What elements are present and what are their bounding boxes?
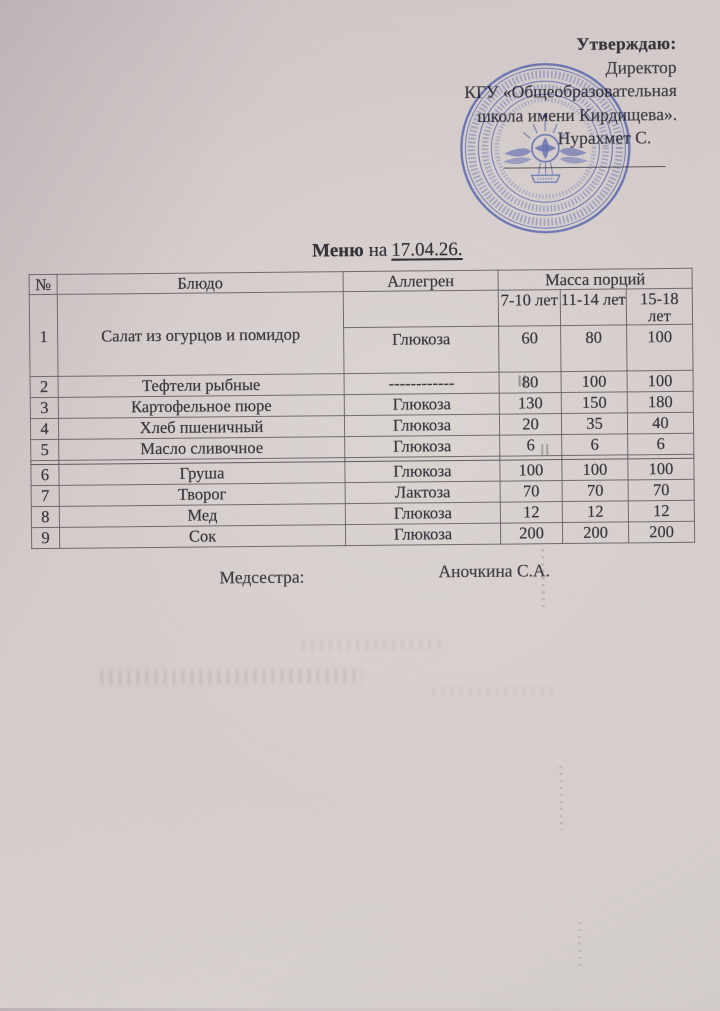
cell-num: 4 <box>30 418 58 439</box>
cell-mass: 70 <box>562 480 628 502</box>
cell-allergen: Глюкоза <box>344 414 499 436</box>
cell-mass: 70 <box>628 479 694 501</box>
cell-dish: Сок <box>59 525 345 549</box>
cell-mass: 40 <box>627 412 693 434</box>
approval-line: Утверждаю: <box>366 32 676 58</box>
nurse-name: Аночкина С.А. <box>438 560 550 582</box>
cell-allergen: Глюкоза <box>345 502 500 524</box>
scan-artifact <box>100 668 362 686</box>
cell-mass: 200 <box>562 522 628 544</box>
scan-artifact <box>433 686 553 696</box>
scan-artifact <box>578 922 581 968</box>
nurse-label: Медсестра: <box>219 567 304 589</box>
cell-allergen-empty <box>343 290 498 327</box>
cell-mass: 100 <box>561 371 627 393</box>
menu-table: № Блюдо Аллегрен Масса порций 1 Салат из… <box>29 268 696 549</box>
cell-num: 5 <box>31 439 59 460</box>
cell-dish: Картофельное пюре <box>58 395 344 419</box>
cell-allergen: Глюкоза <box>344 326 499 373</box>
cell-mass: 20 <box>499 414 561 436</box>
title-preposition: на <box>369 240 388 261</box>
official-seal-stamp-icon <box>455 57 637 239</box>
cell-mass: 35 <box>561 413 627 435</box>
cell-mass: 60 <box>499 326 561 373</box>
cell-dish: Салат из огурцов и помидор <box>57 292 344 377</box>
cell-num: 1 <box>29 294 58 376</box>
cell-mass: 6 <box>628 433 694 455</box>
cell-num: 2 <box>30 376 58 397</box>
cell-num: 3 <box>30 397 58 418</box>
cell-mass: 70 <box>500 481 562 503</box>
header-age-group: 15-18 лет <box>626 288 692 325</box>
cell-mass: 100 <box>627 370 693 392</box>
cell-mass: 6 <box>500 435 562 457</box>
cell-dish: Тефтели рыбные <box>58 374 344 398</box>
title-menu-word: Меню <box>312 240 364 261</box>
cell-allergen: Глюкоза <box>345 523 500 545</box>
cell-mass: 180 <box>627 391 693 413</box>
cell-num: 6 <box>31 464 59 485</box>
cell-dish: Груша <box>59 462 345 486</box>
cell-mass: 100 <box>628 458 694 480</box>
cell-allergen: Глюкоза <box>345 435 500 457</box>
header-age-group: 11-14 лет <box>560 289 626 326</box>
cell-allergen: ------------ <box>344 372 499 394</box>
cell-allergen: Лактоза <box>345 481 500 503</box>
cell-dish: Масло сливочное <box>59 437 345 461</box>
cell-dish: Хлеб пшеничный <box>58 416 344 440</box>
cell-dish: Мед <box>59 504 345 528</box>
cell-num: 8 <box>31 506 59 527</box>
cell-mass: 12 <box>500 502 562 524</box>
cell-num: 9 <box>31 527 59 548</box>
cell-mass: 200 <box>500 523 562 545</box>
cell-num: 7 <box>31 485 59 506</box>
cell-mass: 130 <box>499 393 561 415</box>
header-mass: Масса порций <box>498 268 692 290</box>
header-num: № <box>29 274 57 294</box>
cell-mass: 100 <box>562 459 628 481</box>
cell-mass: 6 <box>562 434 628 456</box>
cell-allergen: Глюкоза <box>345 460 500 482</box>
cell-mass: 12 <box>562 501 628 523</box>
cell-mass: 12 <box>628 500 694 522</box>
cell-mass: 80 <box>499 372 561 394</box>
header-age-group: 7-10 лет <box>498 290 560 327</box>
cell-mass: 200 <box>628 521 694 543</box>
cell-mass: 80 <box>561 325 627 372</box>
cell-allergen: Глюкоза <box>344 393 499 415</box>
header-allergen: Аллегрен <box>343 270 498 291</box>
cell-mass: 100 <box>627 324 693 371</box>
cell-mass: 100 <box>500 460 562 482</box>
cell-mass: 150 <box>561 392 627 414</box>
header-dish: Блюдо <box>57 272 343 295</box>
scan-artifact <box>559 766 563 830</box>
title-date: 17.04.26. <box>391 239 462 261</box>
cell-dish: Творог <box>59 483 345 507</box>
scan-artifact <box>302 639 442 650</box>
